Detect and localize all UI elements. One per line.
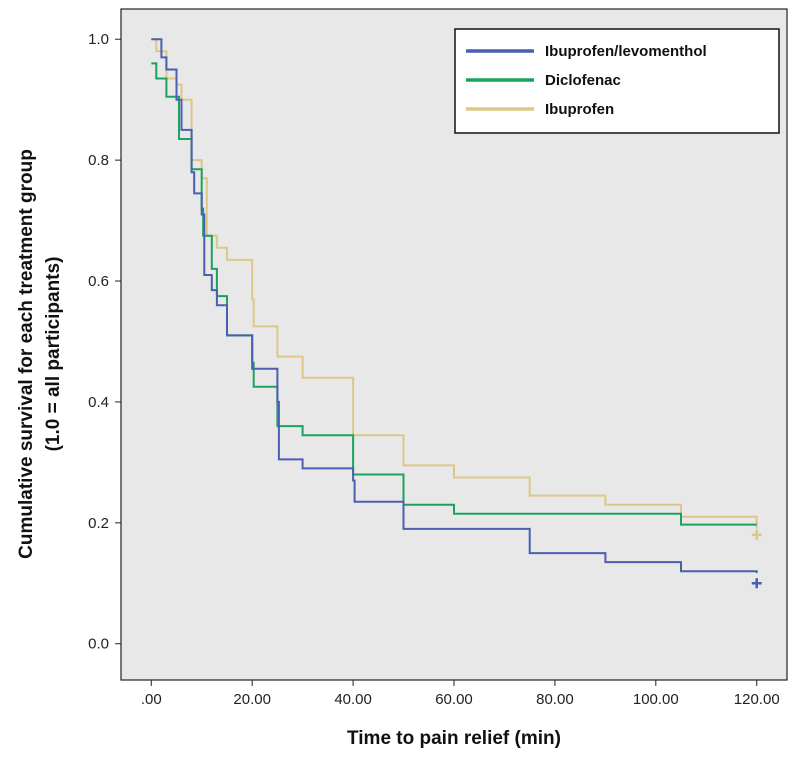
x-tick-label: 100.00 bbox=[633, 691, 679, 708]
series-line-diclofenac bbox=[151, 62, 757, 526]
series-line-ibuprofen-levomenthol bbox=[151, 38, 758, 573]
censor-mark bbox=[751, 578, 762, 589]
y-axis-title-line-1: Cumulative survival for each treatment g… bbox=[16, 149, 37, 559]
legend-label: Ibuprofen/levomenthol bbox=[545, 43, 707, 60]
x-tick-label: 40.00 bbox=[334, 691, 372, 708]
censor-mark bbox=[751, 529, 762, 540]
y-tick-label: 0.2 bbox=[88, 515, 109, 532]
y-axis-title: Cumulative survival for each treatment g… bbox=[16, 149, 64, 559]
x-axis-title: Time to pain relief (min) bbox=[347, 728, 561, 749]
x-tick-label: 20.00 bbox=[233, 691, 271, 708]
legend: Ibuprofen/levomenthol Diclofenac Ibuprofen bbox=[454, 28, 780, 134]
y-tick-label: 0.0 bbox=[88, 636, 109, 653]
legend-label: Diclofenac bbox=[545, 72, 621, 89]
x-tick-label: 120.00 bbox=[734, 691, 780, 708]
series-layer bbox=[151, 38, 762, 589]
axes: .00 20.00 40.00 60.00 80.00 100.00 120.00 0.0 0.… bbox=[88, 31, 780, 708]
series-line-ibuprofen bbox=[151, 38, 758, 529]
legend-label: Ibuprofen bbox=[545, 101, 614, 118]
y-tick-label: 0.8 bbox=[88, 152, 109, 169]
x-tick-label: 60.00 bbox=[435, 691, 473, 708]
y-tick-label: 0.6 bbox=[88, 273, 109, 290]
y-tick-label: 1.0 bbox=[88, 31, 109, 48]
x-tick-label: .00 bbox=[141, 691, 162, 708]
y-tick-label: 0.4 bbox=[88, 394, 109, 411]
y-axis-title-line-2: (1.0 = all participants) bbox=[43, 257, 64, 452]
x-tick-label: 80.00 bbox=[536, 691, 574, 708]
